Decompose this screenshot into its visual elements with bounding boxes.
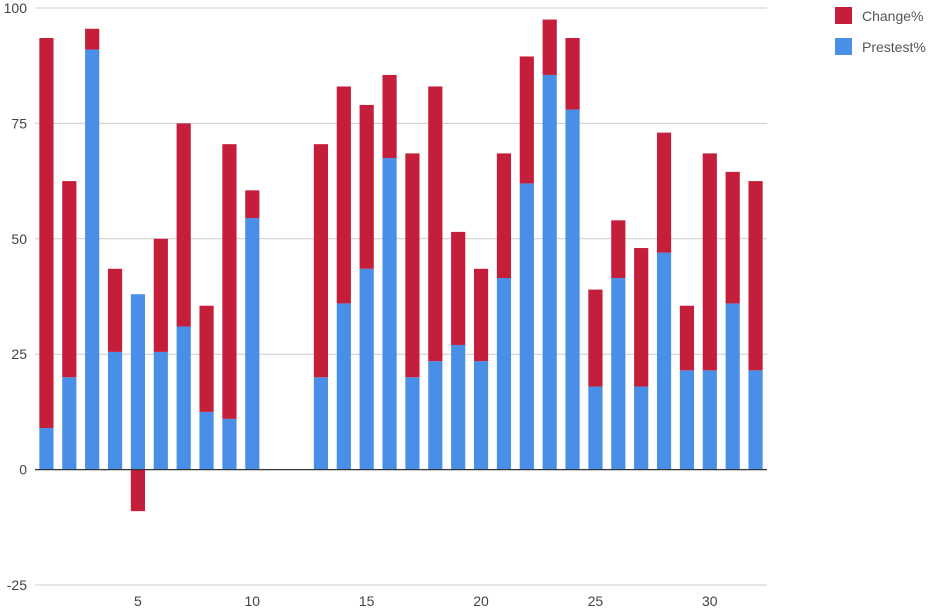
bar-change-31 <box>725 171 740 304</box>
bar-prestest-31 <box>725 303 740 470</box>
bar-change-23 <box>542 19 557 75</box>
bar-prestest-26 <box>611 278 626 470</box>
bar-prestest-10 <box>245 218 260 470</box>
bar-prestest-9 <box>222 418 237 470</box>
legend-swatch-change <box>835 7 852 24</box>
bar-prestest-7 <box>176 326 191 470</box>
bar-change-16 <box>382 74 397 159</box>
bar-change-18 <box>428 86 443 362</box>
bar-prestest-1 <box>39 428 54 470</box>
bar-change-8 <box>199 305 214 412</box>
bar-prestest-29 <box>679 370 695 470</box>
bar-prestest-32 <box>748 370 763 470</box>
legend-label-prestest: Prestest% <box>862 39 926 55</box>
bar-prestest-25 <box>588 386 603 470</box>
bars <box>39 19 763 512</box>
bar-change-1 <box>39 38 54 429</box>
bar-change-32 <box>748 181 763 371</box>
x-tick-label: 10 <box>245 593 261 608</box>
x-tick-label: 20 <box>473 593 489 608</box>
bar-change-5 <box>130 469 146 512</box>
legend: Change% Prestest% <box>835 7 926 55</box>
legend-label-change: Change% <box>862 8 924 24</box>
bar-prestest-15 <box>359 268 374 470</box>
bar-change-2 <box>62 181 77 378</box>
y-tick-label: 50 <box>11 231 27 247</box>
bar-prestest-30 <box>702 370 717 470</box>
x-tick-label: 5 <box>134 593 142 608</box>
bar-prestest-28 <box>656 252 672 470</box>
x-tick-label: 15 <box>359 593 375 608</box>
bar-change-27 <box>634 248 649 387</box>
bar-change-10 <box>245 190 260 219</box>
bar-prestest-6 <box>153 351 168 470</box>
bar-prestest-16 <box>382 158 397 470</box>
bar-prestest-2 <box>62 377 77 470</box>
bar-prestest-24 <box>565 109 580 470</box>
y-tick-label: 100 <box>4 0 28 16</box>
legend-swatch-prestest <box>835 38 852 55</box>
x-tick-label: 25 <box>588 593 604 608</box>
bar-prestest-23 <box>542 74 557 470</box>
bar-change-7 <box>176 123 191 327</box>
bar-change-17 <box>405 153 420 378</box>
bar-prestest-13 <box>313 377 329 470</box>
bar-change-25 <box>588 289 603 387</box>
bar-change-3 <box>85 28 100 50</box>
bar-prestest-27 <box>634 386 649 470</box>
bar-change-15 <box>359 104 374 269</box>
bar-prestest-4 <box>107 351 123 470</box>
bar-prestest-17 <box>405 377 420 470</box>
bar-change-24 <box>565 38 580 110</box>
bar-prestest-19 <box>451 344 466 470</box>
axes: -25 0 25 50 75 100 5 10 15 20 25 30 <box>4 0 767 608</box>
y-tick-label: 25 <box>11 346 27 362</box>
bar-change-19 <box>451 231 466 345</box>
bar-change-9 <box>222 144 237 419</box>
bar-change-29 <box>679 305 695 371</box>
bar-prestest-22 <box>519 183 534 470</box>
bar-prestest-3 <box>85 49 100 470</box>
bar-change-26 <box>611 220 626 279</box>
bar-prestest-8 <box>199 411 214 470</box>
bar-change-13 <box>313 144 329 378</box>
bar-change-28 <box>656 132 672 253</box>
x-tick-label: 30 <box>702 593 718 608</box>
bar-change-30 <box>702 153 717 371</box>
bar-prestest-18 <box>428 361 443 470</box>
bar-change-22 <box>519 56 534 184</box>
bar-prestest-5 <box>130 294 146 470</box>
bar-change-20 <box>473 268 489 362</box>
bar-prestest-14 <box>336 303 351 470</box>
bar-change-6 <box>153 238 168 352</box>
y-tick-label: 75 <box>11 115 27 131</box>
bar-change-21 <box>496 153 512 279</box>
y-tick-label: 0 <box>19 462 27 478</box>
bar-change-14 <box>336 86 351 304</box>
y-tick-label: -25 <box>7 577 27 593</box>
bar-prestest-21 <box>496 278 512 470</box>
bar-prestest-20 <box>473 361 489 470</box>
bar-change-4 <box>107 268 123 352</box>
